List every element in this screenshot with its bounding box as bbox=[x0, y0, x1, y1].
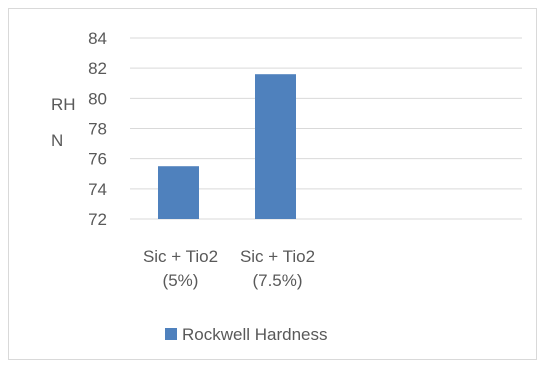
y-tick-label: 78 bbox=[88, 120, 107, 139]
y-axis-label-line: RH bbox=[51, 95, 76, 114]
category-label: (5%) bbox=[163, 271, 199, 290]
legend-label: Rockwell Hardness bbox=[182, 325, 328, 344]
y-axis-label-line: N bbox=[51, 131, 63, 150]
legend: Rockwell Hardness bbox=[165, 325, 328, 344]
bar bbox=[158, 166, 199, 219]
y-tick-label: 72 bbox=[88, 210, 107, 229]
category-label: Sic + Tio2 bbox=[240, 247, 315, 266]
category-label: (7.5%) bbox=[252, 271, 302, 290]
category-label: Sic + Tio2 bbox=[143, 247, 218, 266]
bars bbox=[158, 74, 296, 219]
bar bbox=[255, 74, 296, 219]
y-tick-label: 74 bbox=[88, 180, 107, 199]
y-tick-label: 76 bbox=[88, 150, 107, 169]
y-tick-label: 84 bbox=[88, 29, 107, 48]
legend-swatch bbox=[165, 328, 177, 340]
y-axis-ticks: 72 74 76 78 80 82 84 bbox=[88, 29, 107, 229]
y-tick-label: 80 bbox=[88, 89, 107, 108]
y-axis-label: RH N bbox=[51, 95, 76, 150]
y-tick-label: 82 bbox=[88, 59, 107, 78]
category-labels: Sic + Tio2 (5%) Sic + Tio2 (7.5%) bbox=[143, 247, 315, 290]
